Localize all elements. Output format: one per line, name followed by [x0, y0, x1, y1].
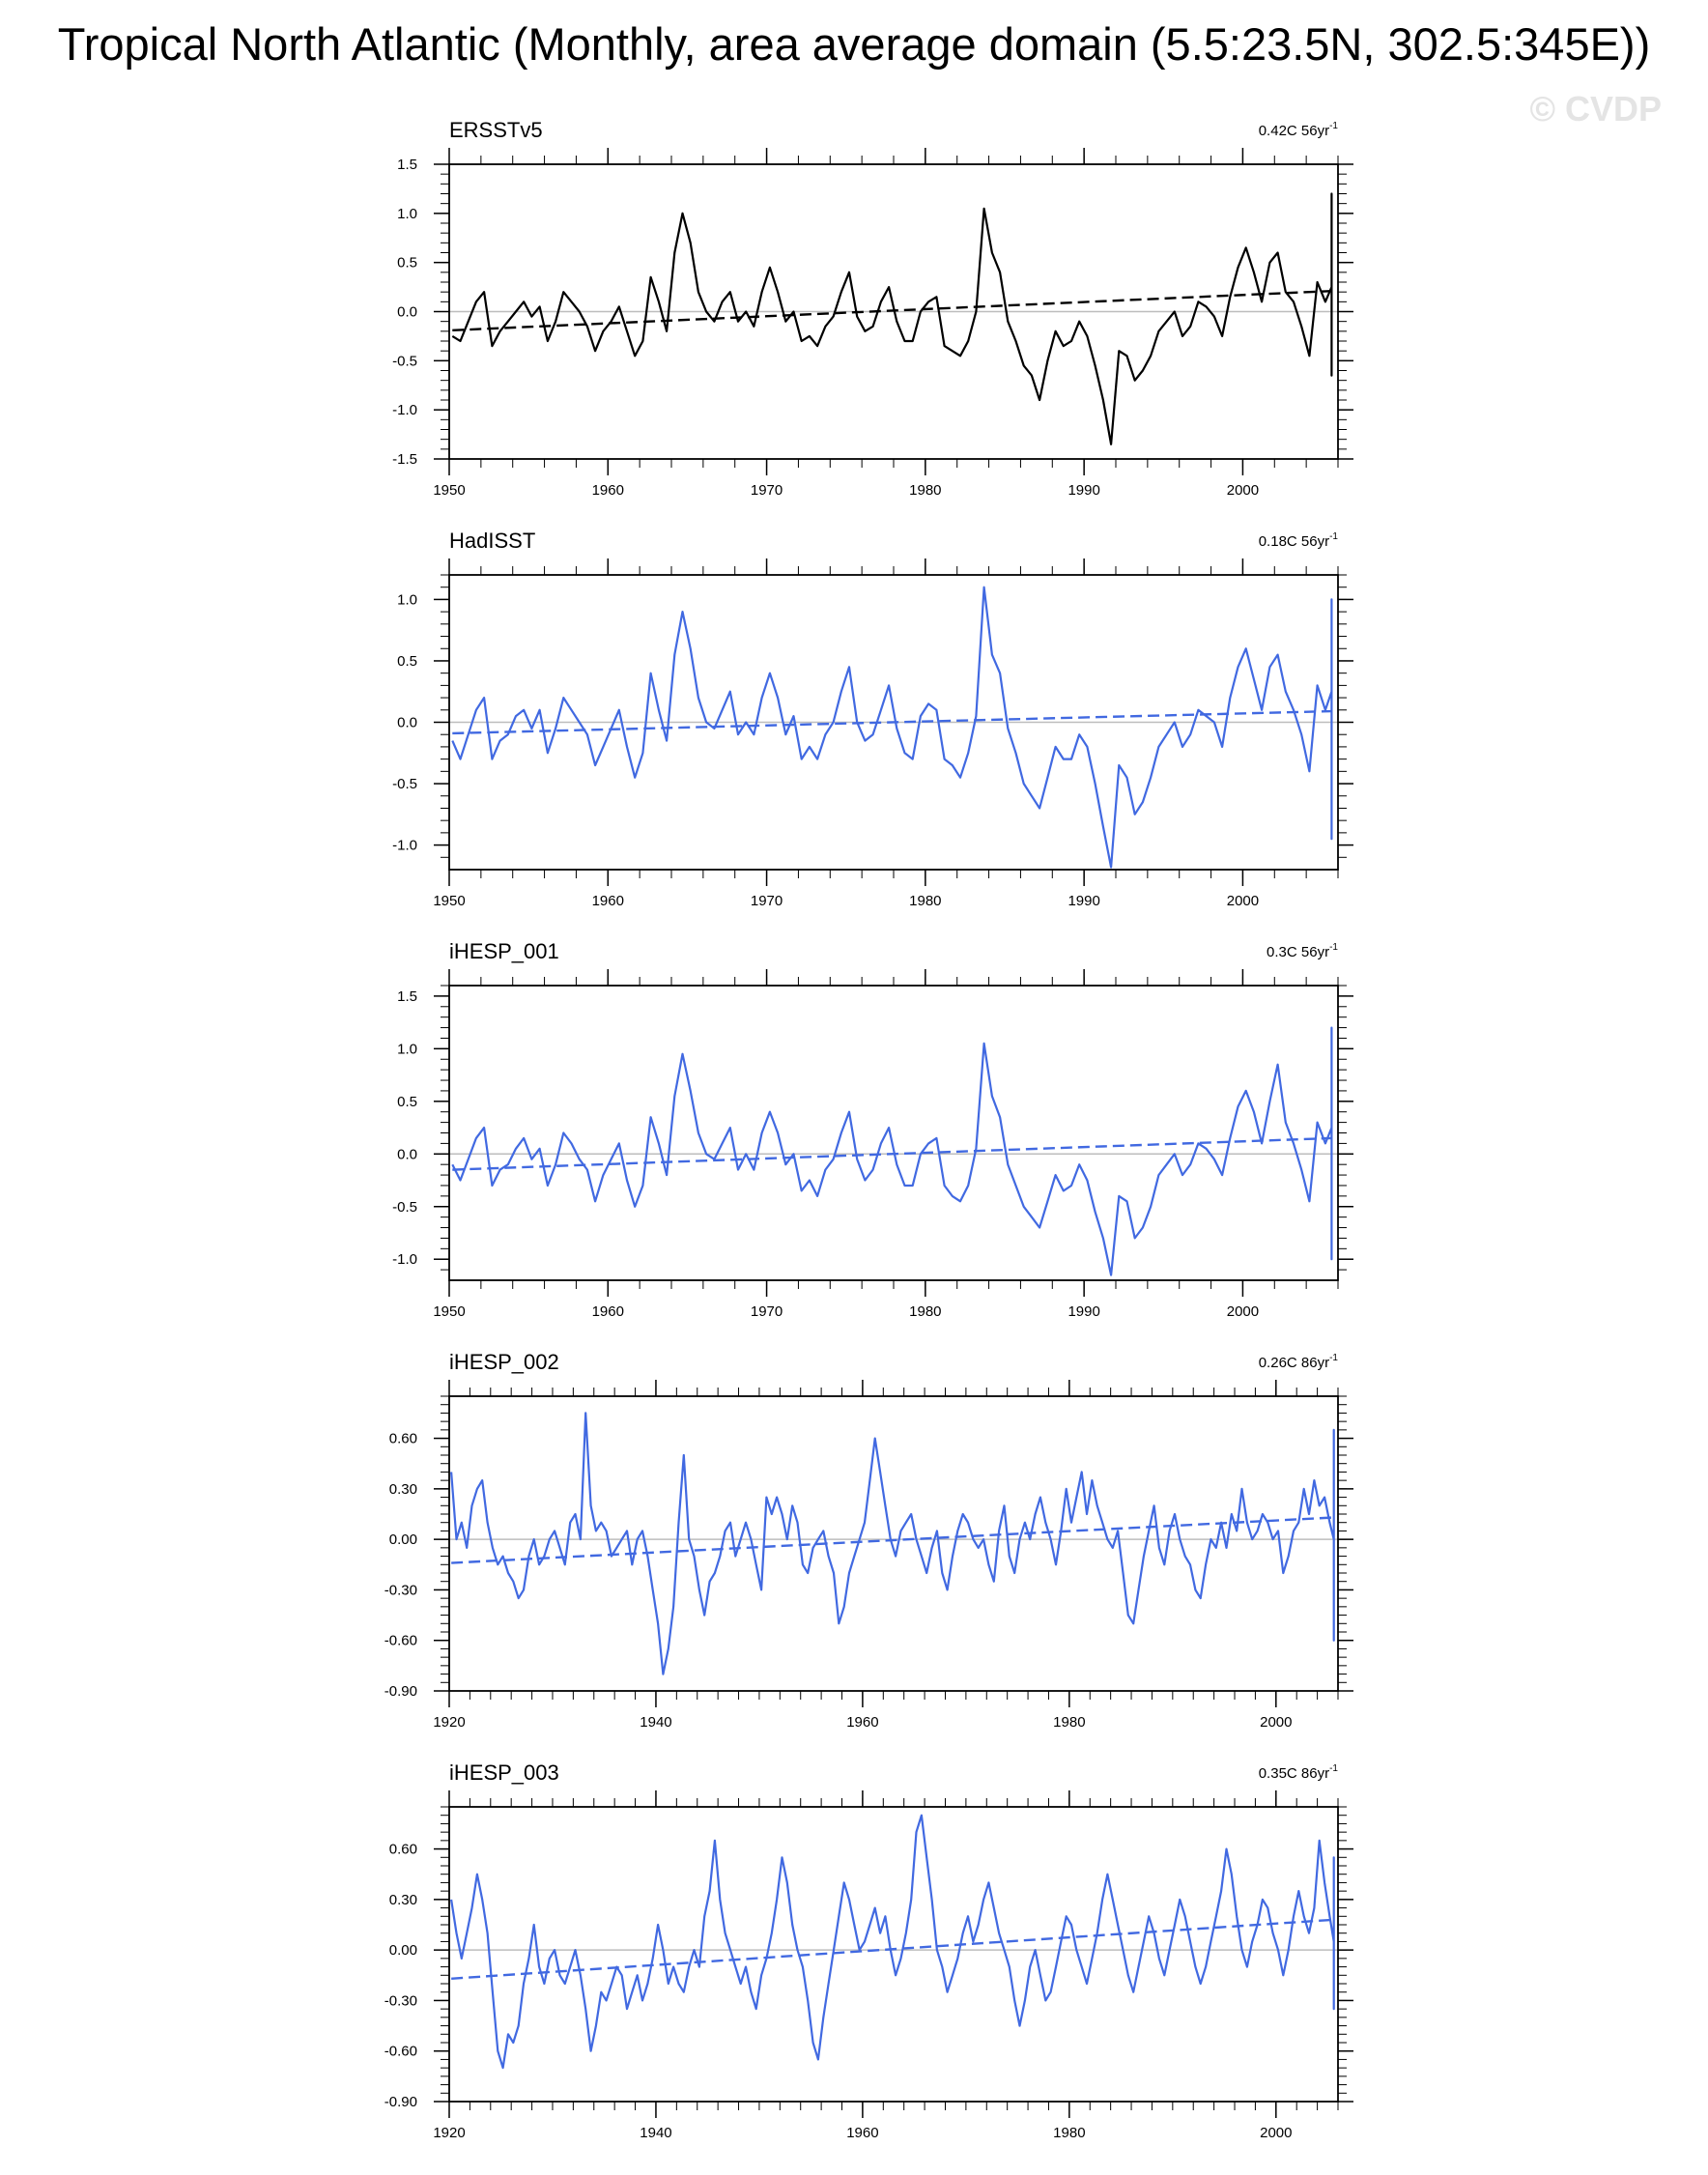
x-tick-label: 1970: [751, 893, 783, 909]
x-tick-label: 2000: [1227, 893, 1259, 909]
x-tick-label: 1970: [751, 1303, 783, 1320]
y-tick-label: 0.00: [389, 1942, 417, 1959]
y-tick-label: 0.30: [389, 1481, 417, 1498]
trend-label-superscript: -1: [1329, 942, 1338, 953]
panel-ihesp-002: iHESP_002 0.26C 86yr-1 -0.90 -0.60 -0.30 0.00…: [384, 1350, 1353, 1731]
y-tick-label: 0.60: [389, 1431, 417, 1447]
trend-line: [451, 1516, 1334, 1564]
series-line: [451, 192, 1333, 445]
x-tick-label: 1960: [846, 2125, 878, 2141]
y-tick-label: 1.5: [397, 988, 417, 1005]
trend-line: [452, 709, 1332, 735]
trend-line: [452, 289, 1332, 332]
series-line: [451, 586, 1333, 869]
plot-frame: [448, 1395, 1339, 1692]
y-tick-label: -1.0: [392, 402, 417, 418]
series-line: [450, 1814, 1335, 2070]
panel-title: ERSSTv5: [449, 118, 543, 142]
trend-label-superscript: -1: [1329, 531, 1338, 542]
y-tick-label: -1.0: [392, 838, 417, 854]
trend-line: [452, 1136, 1332, 1171]
y-tick-label: -0.60: [384, 2044, 417, 2060]
panel-ihesp-003: iHESP_003 0.35C 86yr-1 -0.90 -0.60 -0.30 0.00…: [384, 1760, 1353, 2141]
x-tick-label: 1960: [846, 1714, 878, 1731]
x-tick-label: 1970: [751, 482, 783, 499]
y-tick-label: 0.0: [397, 304, 417, 321]
x-tick-label: 1960: [592, 893, 624, 909]
x-tick-label: 1920: [433, 2125, 465, 2141]
y-tick-label: 0.0: [397, 1146, 417, 1162]
y-tick-label: 0.5: [397, 653, 417, 670]
trend-label: 0.42C 56yr-1: [1259, 121, 1339, 139]
plot-frame: [448, 163, 1339, 460]
x-tick-label: 2000: [1227, 1303, 1259, 1320]
y-tick-label: -0.90: [384, 2094, 417, 2110]
x-tick-label: 1980: [909, 482, 941, 499]
x-tick-label: 1960: [592, 1303, 624, 1320]
x-tick-label: 2000: [1260, 1714, 1292, 1731]
figure-title: Tropical North Atlantic (Monthly, area a…: [57, 18, 1651, 70]
y-tick-label: -0.5: [392, 776, 417, 792]
plot-frame: [448, 985, 1339, 1281]
x-tick-label: 1960: [592, 482, 624, 499]
y-tick-label: -0.5: [392, 353, 417, 369]
y-tick-label: -0.90: [384, 1683, 417, 1700]
x-tick-label: 1950: [433, 893, 465, 909]
y-tick-label: -0.5: [392, 1199, 417, 1216]
y-tick-label: 1.0: [397, 206, 417, 222]
x-tick-label: 1990: [1068, 893, 1099, 909]
y-tick-label: 0.30: [389, 1892, 417, 1908]
y-tick-label: 1.0: [397, 1041, 417, 1057]
x-tick-label: 1940: [640, 1714, 671, 1731]
x-tick-label: 2000: [1227, 482, 1259, 499]
panel-title: iHESP_002: [449, 1350, 559, 1374]
y-tick-label: -1.5: [392, 451, 417, 468]
trend-label-superscript: -1: [1329, 1763, 1338, 1774]
trend-label-superscript: -1: [1329, 121, 1338, 131]
plot-frame: [448, 1806, 1339, 2103]
x-tick-label: 1950: [433, 482, 465, 499]
series-line: [450, 1412, 1335, 1675]
y-tick-label: 0.00: [389, 1531, 417, 1548]
cvdp-watermark: © CVDP: [1529, 89, 1662, 129]
y-tick-label: 1.5: [397, 157, 417, 173]
plot-frame: [448, 574, 1339, 871]
trend-line: [451, 1918, 1334, 1980]
x-tick-label: 1940: [640, 2125, 671, 2141]
panel-hadisst: HadISST 0.18C 56yr-1 -1.0 -0.5 0.0 0.5 1.0 1950…: [392, 529, 1353, 909]
y-tick-label: 0.60: [389, 1842, 417, 1858]
trend-label-superscript: -1: [1329, 1353, 1338, 1363]
x-tick-label: 1980: [1053, 1714, 1085, 1731]
trend-label: 0.18C 56yr-1: [1259, 531, 1339, 550]
y-tick-label: 1.0: [397, 591, 417, 608]
y-tick-label: -0.30: [384, 1992, 417, 2009]
x-tick-label: 1980: [909, 893, 941, 909]
y-tick-label: 0.0: [397, 715, 417, 731]
y-tick-label: 0.5: [397, 255, 417, 272]
x-tick-label: 1920: [433, 1714, 465, 1731]
trend-label: 0.26C 86yr-1: [1259, 1353, 1339, 1371]
y-tick-label: 0.5: [397, 1094, 417, 1110]
panel-ihesp-001: iHESP_001 0.3C 56yr-1 -1.0 -0.5 0.0 0.5 1.0 1.5…: [392, 939, 1353, 1320]
x-tick-label: 1980: [1053, 2125, 1085, 2141]
x-tick-label: 1980: [909, 1303, 941, 1320]
x-tick-label: 1950: [433, 1303, 465, 1320]
x-tick-label: 1990: [1068, 482, 1099, 499]
trend-label: 0.3C 56yr-1: [1267, 942, 1338, 960]
panel-title: iHESP_003: [449, 1760, 559, 1785]
y-tick-label: -0.30: [384, 1582, 417, 1598]
trend-label: 0.35C 86yr-1: [1259, 1763, 1339, 1782]
x-tick-label: 2000: [1260, 2125, 1292, 2141]
panel-title: iHESP_001: [449, 939, 559, 963]
panel-title: HadISST: [449, 529, 535, 553]
series-line: [451, 1026, 1333, 1276]
y-tick-label: -1.0: [392, 1251, 417, 1268]
y-tick-label: -0.60: [384, 1633, 417, 1649]
x-tick-label: 1990: [1068, 1303, 1099, 1320]
panel-ersstv5: ERSSTv5 0.42C 56yr-1 -1.5 -1.0 -0.5 0.0 0.5 1.0…: [392, 118, 1353, 499]
